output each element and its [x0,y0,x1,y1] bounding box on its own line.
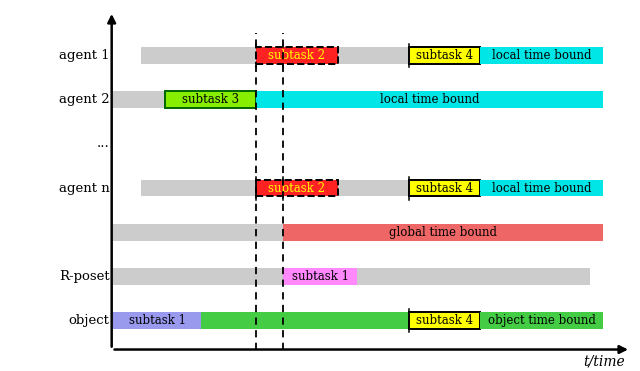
Bar [409,180,480,197]
Text: subtask 4: subtask 4 [416,181,473,194]
Bar [141,180,604,197]
Bar [113,224,604,241]
Text: agent n: agent n [59,181,109,194]
Text: subtask 4: subtask 4 [416,49,473,62]
Text: object time bound: object time bound [488,314,596,327]
Bar [480,180,604,197]
Bar [283,224,604,241]
Text: local time bound: local time bound [492,181,591,194]
Bar [409,47,480,64]
Text: subtask 1: subtask 1 [292,270,349,283]
Text: subtask 4: subtask 4 [416,314,473,327]
Bar [113,91,604,108]
Bar [283,268,357,285]
Text: t/time: t/time [584,355,625,369]
Text: global time bound: global time bound [389,226,497,239]
Text: local time bound: local time bound [492,49,591,62]
Text: agent 2: agent 2 [59,93,109,106]
Bar [256,180,338,197]
Bar [409,312,480,329]
Bar [141,47,604,64]
Text: object: object [68,314,109,327]
Bar [165,91,256,108]
Bar [113,312,604,329]
Bar [480,47,604,64]
Text: local time bound: local time bound [380,93,479,106]
Bar [256,91,604,108]
Text: agent 1: agent 1 [59,49,109,62]
Text: subtask 2: subtask 2 [268,181,325,194]
Bar [480,312,604,329]
Bar [113,312,201,329]
Text: R-poset: R-poset [59,270,109,283]
Bar [113,268,590,285]
Bar [256,47,338,64]
Text: subtask 3: subtask 3 [182,93,239,106]
Text: subtask 2: subtask 2 [268,49,325,62]
Text: ...: ... [97,137,109,150]
Text: subtask 1: subtask 1 [129,314,186,327]
Bar [201,312,409,329]
